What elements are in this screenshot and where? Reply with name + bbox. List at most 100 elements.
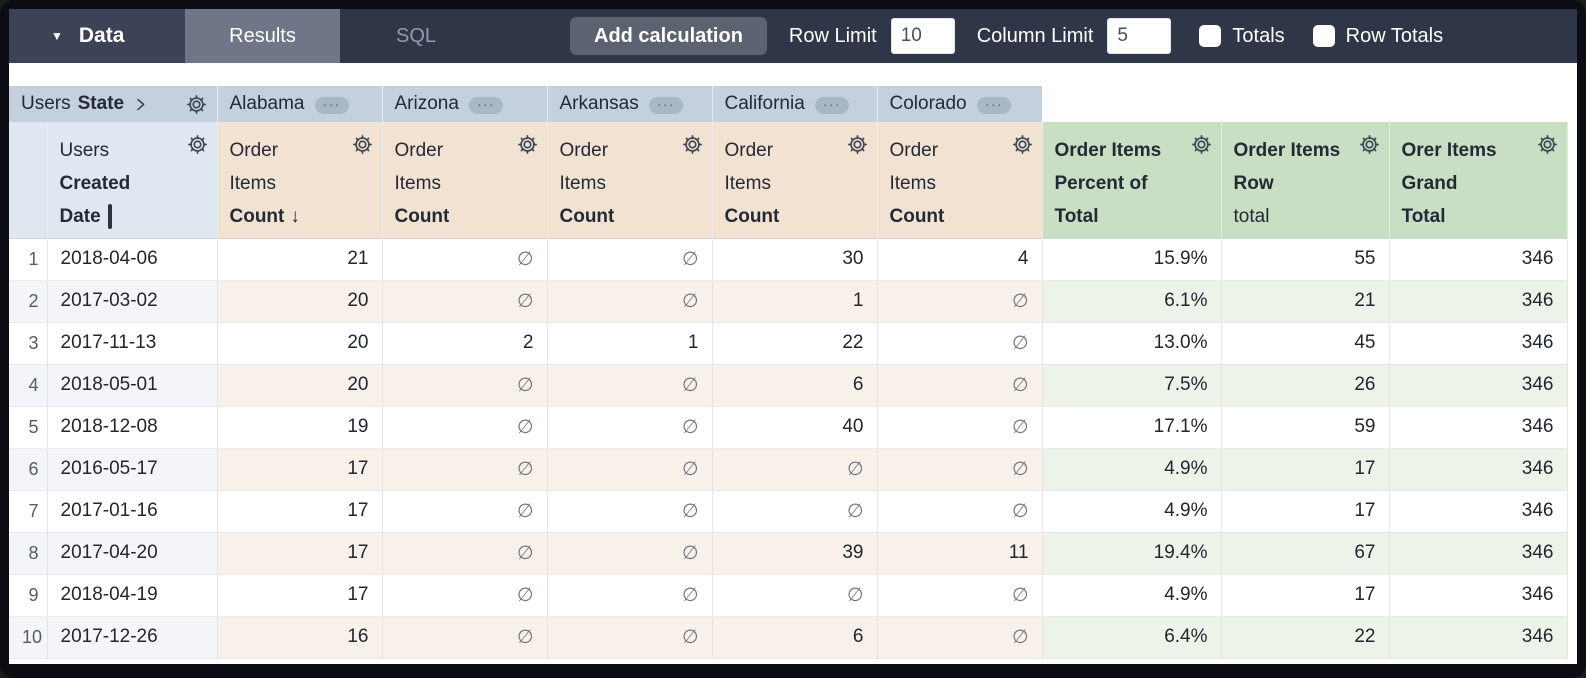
measure-cell[interactable]: ∅ <box>712 574 878 617</box>
measure-column-header[interactable]: Order Items Count <box>382 122 548 238</box>
measure-cell[interactable]: ∅ <box>877 280 1043 323</box>
calc-cell[interactable]: 4.9% <box>1042 574 1222 617</box>
row-limit-input[interactable] <box>890 18 955 54</box>
measure-cell[interactable]: 17 <box>217 574 383 617</box>
calc-cell[interactable]: 346 <box>1389 280 1568 323</box>
calc-column-header[interactable]: Order Items Percent of Total <box>1042 122 1222 238</box>
calc-cell[interactable]: 346 <box>1389 238 1568 281</box>
date-cell[interactable]: 2017-11-13 <box>47 322 218 365</box>
date-cell[interactable]: 2018-04-06 <box>47 238 218 281</box>
measure-cell[interactable]: 2 <box>382 322 548 365</box>
tab-results[interactable]: Results <box>185 9 340 63</box>
calc-cell[interactable]: 17.1% <box>1042 406 1222 449</box>
measure-cell[interactable]: 17 <box>217 532 383 575</box>
measure-cell[interactable]: 6 <box>712 616 878 659</box>
gear-icon[interactable] <box>517 134 538 155</box>
measure-cell[interactable]: 17 <box>217 448 383 491</box>
calc-cell[interactable]: 4.9% <box>1042 490 1222 533</box>
measure-cell[interactable]: ∅ <box>382 364 548 407</box>
measure-cell[interactable]: 20 <box>217 280 383 323</box>
measure-cell[interactable]: 1 <box>712 280 878 323</box>
gear-icon[interactable] <box>1191 134 1212 155</box>
row-dimension-header[interactable]: Users Created Date <box>47 122 218 238</box>
date-cell[interactable]: 2018-05-01 <box>47 364 218 407</box>
calc-cell[interactable]: 13.0% <box>1042 322 1222 365</box>
calc-cell[interactable]: 346 <box>1389 322 1568 365</box>
measure-cell[interactable]: 17 <box>217 490 383 533</box>
gear-icon[interactable] <box>847 134 868 155</box>
totals-checkbox[interactable] <box>1199 25 1222 47</box>
measure-cell[interactable]: 30 <box>712 238 878 281</box>
gear-icon[interactable] <box>1537 134 1558 155</box>
measure-cell[interactable]: 20 <box>217 322 383 365</box>
measure-cell[interactable]: ∅ <box>877 490 1043 533</box>
calc-cell[interactable]: 6.4% <box>1042 616 1222 659</box>
pivot-value-header[interactable]: California ··· <box>712 86 878 122</box>
measure-column-header[interactable]: Order Items Count <box>877 122 1043 238</box>
date-cell[interactable]: 2017-01-16 <box>47 490 218 533</box>
data-section-toggle[interactable]: ▼ Data <box>9 9 185 63</box>
measure-cell[interactable]: ∅ <box>382 532 548 575</box>
measure-cell[interactable]: 22 <box>712 322 878 365</box>
date-cell[interactable]: 2018-04-19 <box>47 574 218 617</box>
measure-cell[interactable]: ∅ <box>547 364 713 407</box>
calc-cell[interactable]: 17 <box>1221 448 1390 491</box>
gear-icon[interactable] <box>187 134 208 155</box>
measure-cell[interactable]: ∅ <box>547 280 713 323</box>
measure-cell[interactable]: ∅ <box>382 406 548 449</box>
measure-cell[interactable]: ∅ <box>547 238 713 281</box>
measure-cell[interactable]: ∅ <box>382 238 548 281</box>
gear-icon[interactable] <box>1359 134 1380 155</box>
calc-cell[interactable]: 346 <box>1389 574 1568 617</box>
calc-cell[interactable]: 15.9% <box>1042 238 1222 281</box>
measure-cell[interactable]: ∅ <box>547 490 713 533</box>
measure-cell[interactable]: ∅ <box>547 616 713 659</box>
measure-column-header[interactable]: Order Items Count <box>547 122 713 238</box>
measure-cell[interactable]: ∅ <box>382 280 548 323</box>
calc-cell[interactable]: 6.1% <box>1042 280 1222 323</box>
calc-cell[interactable]: 19.4% <box>1042 532 1222 575</box>
measure-cell[interactable]: ∅ <box>547 532 713 575</box>
date-cell[interactable]: 2016-05-17 <box>47 448 218 491</box>
ellipsis-menu-icon[interactable]: ··· <box>468 96 503 114</box>
gear-icon[interactable] <box>186 94 207 115</box>
gear-icon[interactable] <box>352 134 373 155</box>
measure-cell[interactable]: ∅ <box>382 490 548 533</box>
measure-cell[interactable]: 21 <box>217 238 383 281</box>
measure-column-header[interactable]: Order Items Count <box>712 122 878 238</box>
measure-column-header[interactable]: Order Items Count ↓ <box>217 122 383 238</box>
measure-cell[interactable]: 6 <box>712 364 878 407</box>
measure-cell[interactable]: 4 <box>877 238 1043 281</box>
calc-cell[interactable]: 4.9% <box>1042 448 1222 491</box>
calc-cell[interactable]: 22 <box>1221 616 1390 659</box>
pivot-value-header[interactable]: Arkansas ··· <box>547 86 713 122</box>
measure-cell[interactable]: 11 <box>877 532 1043 575</box>
calc-cell[interactable]: 346 <box>1389 448 1568 491</box>
measure-cell[interactable]: 19 <box>217 406 383 449</box>
measure-cell[interactable]: ∅ <box>547 574 713 617</box>
measure-cell[interactable]: ∅ <box>877 322 1043 365</box>
calc-cell[interactable]: 346 <box>1389 616 1568 659</box>
measure-cell[interactable]: 40 <box>712 406 878 449</box>
measure-cell[interactable]: ∅ <box>382 448 548 491</box>
calc-cell[interactable]: 67 <box>1221 532 1390 575</box>
measure-cell[interactable]: 20 <box>217 364 383 407</box>
calc-cell[interactable]: 45 <box>1221 322 1390 365</box>
calc-cell[interactable]: 21 <box>1221 280 1390 323</box>
measure-cell[interactable]: 1 <box>547 322 713 365</box>
gear-icon[interactable] <box>1012 134 1033 155</box>
pivot-dimension-header[interactable]: Users State <box>9 86 218 122</box>
calc-column-header[interactable]: Order Items Row total <box>1221 122 1390 238</box>
calc-cell[interactable]: 346 <box>1389 406 1568 449</box>
calc-cell[interactable]: 7.5% <box>1042 364 1222 407</box>
measure-cell[interactable]: ∅ <box>877 406 1043 449</box>
gear-icon[interactable] <box>682 134 703 155</box>
date-cell[interactable]: 2017-12-26 <box>47 616 218 659</box>
measure-cell[interactable]: ∅ <box>877 616 1043 659</box>
ellipsis-menu-icon[interactable]: ··· <box>814 96 849 114</box>
date-cell[interactable]: 2017-03-02 <box>47 280 218 323</box>
calc-cell[interactable]: 26 <box>1221 364 1390 407</box>
ellipsis-menu-icon[interactable]: ··· <box>314 96 349 114</box>
measure-cell[interactable]: ∅ <box>547 448 713 491</box>
measure-cell[interactable]: ∅ <box>382 616 548 659</box>
